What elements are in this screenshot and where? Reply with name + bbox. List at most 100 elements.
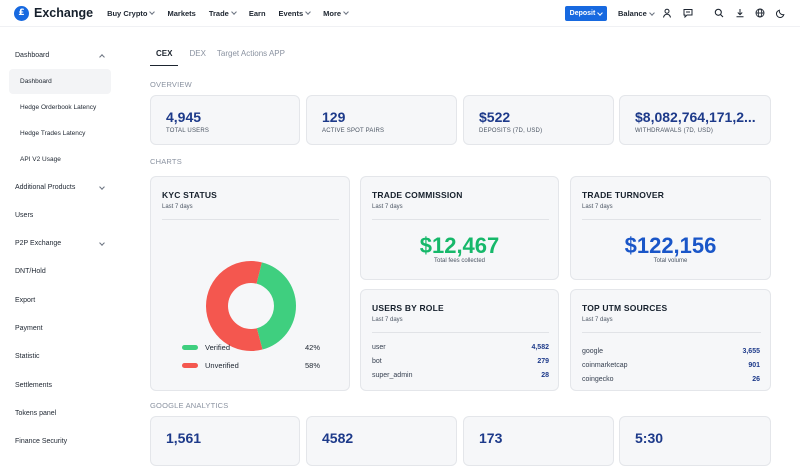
sidebar-item-payment[interactable]: Payment [15, 325, 104, 332]
logo[interactable]: £ Exchange [14, 5, 94, 21]
moon-icon[interactable] [775, 7, 787, 19]
search-icon[interactable] [713, 7, 725, 19]
deposit-button[interactable]: Deposit [565, 6, 607, 21]
utm-count: 901 [748, 362, 760, 369]
chevron-down-icon [597, 9, 604, 16]
card-subtitle: Last 7 days [372, 204, 403, 210]
sidebar-item-label: P2P Exchange [15, 240, 62, 247]
sidebar-item-label: Settlements [15, 382, 52, 389]
sidebar-subitem-hedge-trades-latency[interactable]: Hedge Trades Latency [9, 121, 111, 146]
legend-label: Unverified [205, 361, 239, 370]
sidebar-item-label: Tokens panel [15, 410, 57, 417]
divider [582, 219, 761, 220]
stat-label: ACTIVE SPOT PAIRS [322, 128, 385, 134]
stat-card-withdrawals: $8,082,764,171,2... WITHDRAWALS (7D, USD… [619, 95, 771, 145]
sidebar-item-p2p-exchange[interactable]: P2P Exchange [15, 239, 105, 247]
utm-count: 26 [752, 376, 760, 383]
card-title: TRADE TURNOVER [582, 190, 665, 200]
nav-earn[interactable]: Earn [249, 9, 266, 18]
kyc-status-card: KYC STATUS Last 7 days Verified 42% Unve… [150, 176, 350, 391]
list-item: google 3,655 [582, 348, 760, 355]
utm-source: coingecko [582, 376, 614, 383]
chevron-down-icon [149, 9, 156, 15]
balance-label: Balance [618, 9, 647, 18]
sidebar-item-label: Finance Security [15, 438, 68, 445]
sidebar-subitem-dashboard[interactable]: Dashboard [9, 69, 111, 94]
role-count: 28 [541, 372, 549, 379]
sidebar-subitem-hedge-orderbook-latency[interactable]: Hedge Orderbook Latency [9, 95, 111, 120]
utm-source: google [582, 348, 604, 355]
sidebar-item-settlements[interactable]: Settlements [15, 382, 104, 389]
nav-events[interactable]: Events [279, 9, 311, 18]
list-item: bot 279 [372, 358, 549, 365]
turnover-caption: Total volume [653, 258, 688, 264]
list-item: coingecko 26 [582, 376, 760, 383]
stat-card-active-spot-pairs: 129 ACTIVE SPOT PAIRS [306, 95, 457, 145]
sidebar-item-additional-products[interactable]: Additional Products [15, 183, 105, 191]
role-count: 4,582 [531, 344, 549, 351]
brand-name: Exchange [34, 6, 94, 20]
tab-cex[interactable]: CEX [150, 49, 179, 66]
list-item: coinmarketcap 901 [582, 362, 760, 369]
sidebar-item-label: Dashboard [15, 52, 50, 59]
sidebar-item-users[interactable]: Users [15, 212, 104, 219]
user-icon[interactable] [661, 7, 673, 19]
stat-value: 129 [322, 109, 346, 125]
download-icon[interactable] [734, 7, 746, 19]
divider [372, 219, 549, 220]
legend-unverified: Unverified 58% [182, 361, 320, 370]
balance-dropdown[interactable]: Balance [618, 6, 655, 21]
top-utm-sources-card: TOP UTM SOURCES Last 7 days google 3,655 … [570, 289, 771, 391]
nav-more[interactable]: More [323, 8, 349, 18]
top-bar: £ Exchange Buy Crypto Markets Trade Earn… [0, 0, 800, 27]
nav-markets[interactable]: Markets [167, 9, 195, 18]
sidebar-item-finance-security[interactable]: Finance Security [15, 438, 104, 445]
tab-target-actions-app[interactable]: Target Actions APP [216, 49, 285, 58]
nav-label: Buy Crypto [107, 8, 148, 18]
sidebar-item-label: Hedge Orderbook Latency [20, 104, 97, 111]
commission-value: $12,467 [419, 233, 500, 258]
turnover-value: $122,156 [624, 233, 717, 258]
nav-label: Earn [248, 8, 266, 18]
legend-swatch [182, 363, 198, 368]
users-by-role-card: USERS BY ROLE Last 7 days user 4,582 bot 2… [360, 289, 559, 391]
nav-buy-crypto[interactable]: Buy Crypto [107, 8, 156, 18]
sidebar-item-label: Dashboard [20, 78, 52, 85]
google-analytics-label: GOOGLE ANALYTICS [150, 401, 229, 410]
globe-icon[interactable] [754, 7, 766, 19]
analytics-card: 5:30 [619, 416, 771, 466]
nav-label: Markets [167, 8, 196, 18]
exchange-tabs: CEX DEX Target Actions APP [150, 49, 296, 66]
stat-value: 173 [479, 430, 503, 446]
overview-label: OVERVIEW [150, 80, 192, 89]
sidebar-item-export[interactable]: Export [15, 297, 104, 304]
nav-trade[interactable]: Trade [209, 9, 237, 18]
donut-slice-unverified [206, 261, 263, 351]
role-count: 279 [537, 358, 549, 365]
sidebar-item-label: DNT/Hold [15, 268, 46, 275]
sidebar-item-label: Additional Products [15, 184, 76, 191]
tab-dex[interactable]: DEX [189, 49, 206, 58]
chevron-down-icon [231, 9, 237, 15]
sidebar-item-dnt-hold[interactable]: DNT/Hold [15, 268, 104, 275]
stat-value: 4582 [322, 430, 354, 446]
sidebar-group-dashboard[interactable]: Dashboard [15, 52, 105, 60]
chevron-down-icon [343, 9, 349, 15]
stat-card-deposits: $522 DEPOSITS (7D, USD) [463, 95, 614, 145]
main-nav: Buy Crypto Markets Trade Earn Events Mor… [107, 9, 361, 18]
list-item: user 4,582 [372, 344, 549, 351]
message-icon[interactable] [682, 7, 694, 19]
legend-percent: 58% [304, 361, 320, 370]
stat-label: WITHDRAWALS (7D, USD) [635, 128, 714, 134]
card-title: TOP UTM SOURCES [582, 303, 668, 313]
legend-percent: 42% [304, 343, 320, 352]
sidebar-subitem-api-v2-usage[interactable]: API V2 Usage [9, 147, 111, 172]
divider [582, 332, 761, 333]
main-content: CEX DEX Target Actions APP OVERVIEW 4,94… [150, 27, 771, 466]
sidebar-item-statistic[interactable]: Statistic [15, 353, 104, 360]
divider [162, 219, 339, 220]
kyc-donut-chart [206, 261, 296, 351]
sidebar-item-tokens-panel[interactable]: Tokens panel [15, 410, 104, 417]
analytics-card: 1,561 [150, 416, 300, 466]
nav-label: More [323, 8, 342, 18]
